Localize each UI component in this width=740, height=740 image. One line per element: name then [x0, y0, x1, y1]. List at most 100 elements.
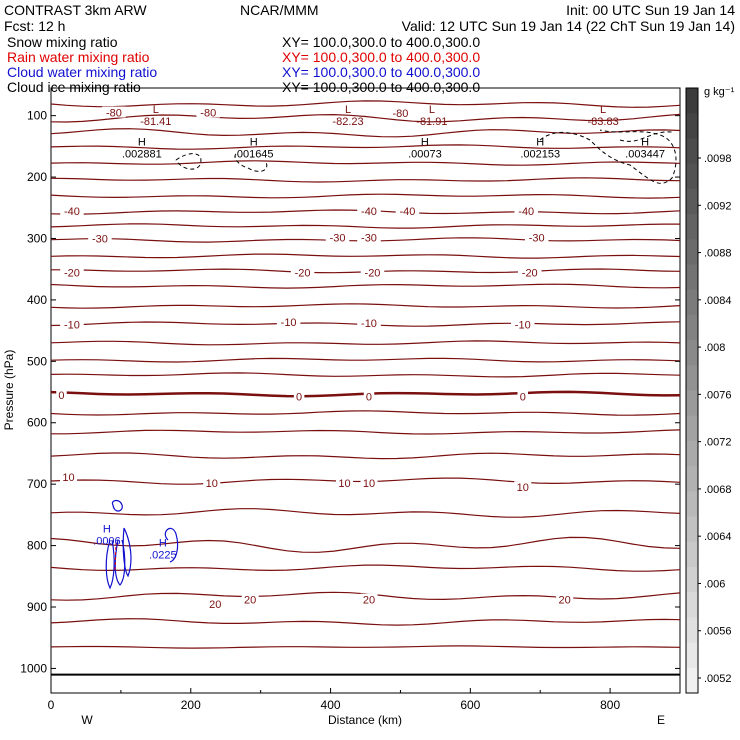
- extremum-symbol: H: [536, 137, 544, 149]
- contour-label-bg: [556, 593, 574, 605]
- isotherm-label: -40: [361, 206, 377, 218]
- ice-contour: [175, 153, 202, 170]
- west-label: W: [81, 713, 93, 727]
- x-tick-label: 800: [600, 698, 620, 712]
- y-tick-label: 300: [27, 231, 47, 245]
- y-tick-label: 900: [27, 600, 47, 614]
- contour-label-bg: [395, 204, 420, 216]
- isotherm-label: 10: [206, 478, 218, 490]
- contour-labels: -80 -80 -80 -40 -40 -40 -40 -30 -30 -30 -30 -20 -20 -…: [56, 104, 665, 611]
- colorbar-swatch: [686, 415, 698, 442]
- colorbar-swatch: [686, 642, 698, 669]
- colorbar-swatch: [686, 667, 698, 694]
- colorbar-label: .0084: [704, 295, 732, 307]
- extremum-symbol: H: [103, 524, 111, 536]
- init-time: Init: 00 UTC Sun 19 Jan 14: [566, 2, 735, 18]
- colorbar-swatch: [686, 516, 698, 543]
- extremum-value: .00073: [408, 149, 442, 161]
- colorbar-swatch: [686, 188, 698, 215]
- x-tick-label: 200: [181, 698, 201, 712]
- contour-label-bg: [517, 266, 542, 278]
- isotherm-label: -30: [529, 232, 545, 244]
- extremum-value: .0225: [149, 550, 177, 562]
- isotherm-label: -40: [64, 206, 80, 218]
- isotherm: [50, 357, 681, 363]
- contour-label-bg: [511, 318, 535, 330]
- isotherm-label: -40: [399, 206, 415, 218]
- colorbar-swatch: [686, 566, 698, 593]
- isotherm-label: -20: [365, 267, 381, 279]
- cloud-water-contour: [114, 539, 126, 586]
- colorbar-swatch: [686, 466, 698, 492]
- colorbar-swatch: [686, 365, 698, 391]
- extremum-symbol: L: [153, 104, 159, 116]
- colorbar-label: .0064: [704, 531, 732, 543]
- x-tick-label: 0: [48, 698, 55, 712]
- contour-label-bg: [388, 107, 413, 119]
- isotherm: [50, 645, 681, 649]
- contour-label-bg: [203, 476, 221, 488]
- isotherm-label: 0: [296, 391, 302, 403]
- isotherm: [50, 452, 681, 460]
- contour-label-bg: [196, 106, 220, 118]
- isotherm-label: -40: [518, 206, 534, 218]
- isotherm-label: 10: [62, 472, 74, 484]
- colorbar-swatch: [686, 214, 698, 240]
- y-tick-label: 600: [27, 416, 47, 430]
- rain-contour: [114, 541, 117, 573]
- temperature-contours: [50, 100, 681, 676]
- isotherm: [50, 253, 681, 259]
- isotherm-label: -20: [64, 267, 80, 279]
- isotherm-label: -80: [106, 108, 122, 120]
- extremum-value: -82.23: [332, 116, 363, 128]
- isotherm-label: -30: [330, 232, 346, 244]
- isotherm-label: 10: [363, 478, 375, 490]
- isotherm-label: -30: [92, 233, 108, 245]
- colorbar-swatch: [686, 440, 698, 467]
- extremum-value: -81.91: [416, 116, 447, 128]
- contour-label-bg: [59, 470, 77, 482]
- isotherm: [50, 100, 681, 108]
- legend-field-name: Snow mixing ratio: [7, 34, 118, 50]
- contour-label-bg: [206, 597, 224, 609]
- cloud-water-contour: [105, 539, 115, 590]
- contour-label-bg: [325, 231, 350, 243]
- extremum-symbol: H: [421, 137, 429, 149]
- contour-label-bg: [60, 266, 84, 278]
- contour-label-bg: [336, 476, 354, 488]
- colorbar-swatch: [686, 491, 698, 518]
- isotherm-label: -10: [281, 317, 297, 329]
- isotherm-label: -20: [522, 267, 538, 279]
- isotherm-label: -10: [361, 318, 377, 330]
- colorbar-swatch: [686, 138, 698, 165]
- y-tick-label: 400: [27, 293, 47, 307]
- isotherm-label: 0: [520, 391, 526, 403]
- contour-label-bg: [363, 390, 375, 402]
- legend-field-xy: XY= 100.0,300.0 to 400.0,300.0: [282, 79, 480, 95]
- isotherm: [50, 564, 681, 572]
- isotherm: [50, 177, 681, 183]
- colorbar-unit: g kg⁻¹: [704, 86, 735, 98]
- colorbar-label: .0052: [704, 673, 732, 685]
- colorbar-label: .0092: [704, 200, 732, 212]
- extremum-value: .003447: [625, 149, 665, 161]
- colorbar-swatch: [686, 113, 698, 139]
- contour-label-bg: [517, 390, 528, 402]
- colorbar-label: .0098: [704, 153, 732, 165]
- colorbar-swatch: [686, 239, 698, 265]
- contour-label-bg: [88, 232, 112, 244]
- isotherm-label: 10: [517, 482, 529, 494]
- isotherm: [50, 160, 681, 166]
- isotherm-label: -10: [64, 319, 80, 331]
- isotherm-label: -30: [361, 232, 377, 244]
- colorbar-swatch: [686, 541, 698, 568]
- cloud-water-contour: [122, 527, 132, 578]
- contour-label-bg: [276, 316, 301, 328]
- contour-label-bg: [60, 318, 84, 330]
- contour-label-bg: [290, 266, 315, 278]
- isotherm: [51, 429, 681, 435]
- isotherm-label: 0: [366, 391, 372, 403]
- isotherm: [50, 536, 681, 553]
